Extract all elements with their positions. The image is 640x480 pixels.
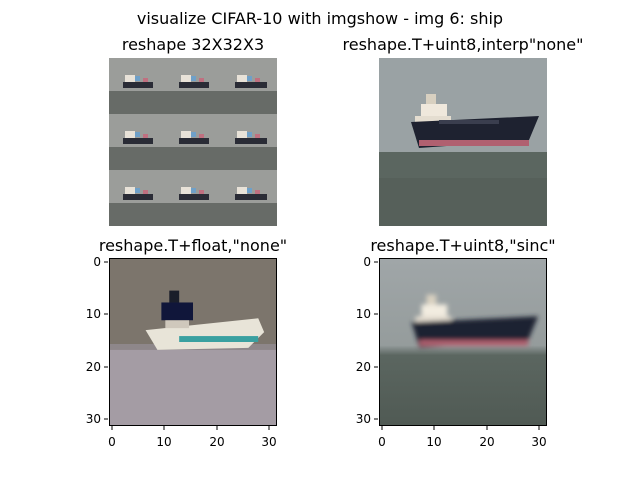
ytick-label: 30 — [356, 412, 371, 426]
ytick-label: 0 — [363, 255, 371, 269]
figure-suptitle: visualize CIFAR-10 with imgshow - img 6:… — [136, 9, 504, 28]
ytick-label: 0 — [93, 255, 101, 269]
image-ship-uint8-sinc — [379, 258, 547, 426]
subplot-title-reshape: reshape 32X32X3 — [121, 35, 265, 54]
xtick-label: 30 — [261, 435, 276, 449]
xtick-label: 0 — [108, 435, 116, 449]
image-ship-float-none — [109, 258, 277, 426]
ytick-label: 20 — [356, 360, 371, 374]
xtick-label: 30 — [531, 435, 546, 449]
image-ship-uint8-none — [379, 58, 547, 226]
xtick-label: 10 — [156, 435, 171, 449]
subplot-title-float-none: reshape.T+float,"none" — [98, 236, 288, 255]
xtick-label: 20 — [479, 435, 494, 449]
ytick-label: 10 — [86, 307, 101, 321]
ytick-label: 30 — [86, 412, 101, 426]
xtick-label: 0 — [378, 435, 386, 449]
xtick-label: 20 — [209, 435, 224, 449]
image-tiled-reshape — [109, 58, 277, 226]
ytick-label: 10 — [356, 307, 371, 321]
axes-sinc-ticks: 0 10 20 30 0 10 20 30 — [356, 255, 547, 449]
ytick-label: 20 — [86, 360, 101, 374]
subplot-title-uint8-none: reshape.T+uint8,interp"none" — [342, 35, 584, 54]
xtick-label: 10 — [426, 435, 441, 449]
subplot-title-uint8-sinc: reshape.T+uint8,"sinc" — [370, 236, 556, 255]
axes-float-ticks: 0 10 20 30 0 10 20 30 — [86, 255, 277, 449]
